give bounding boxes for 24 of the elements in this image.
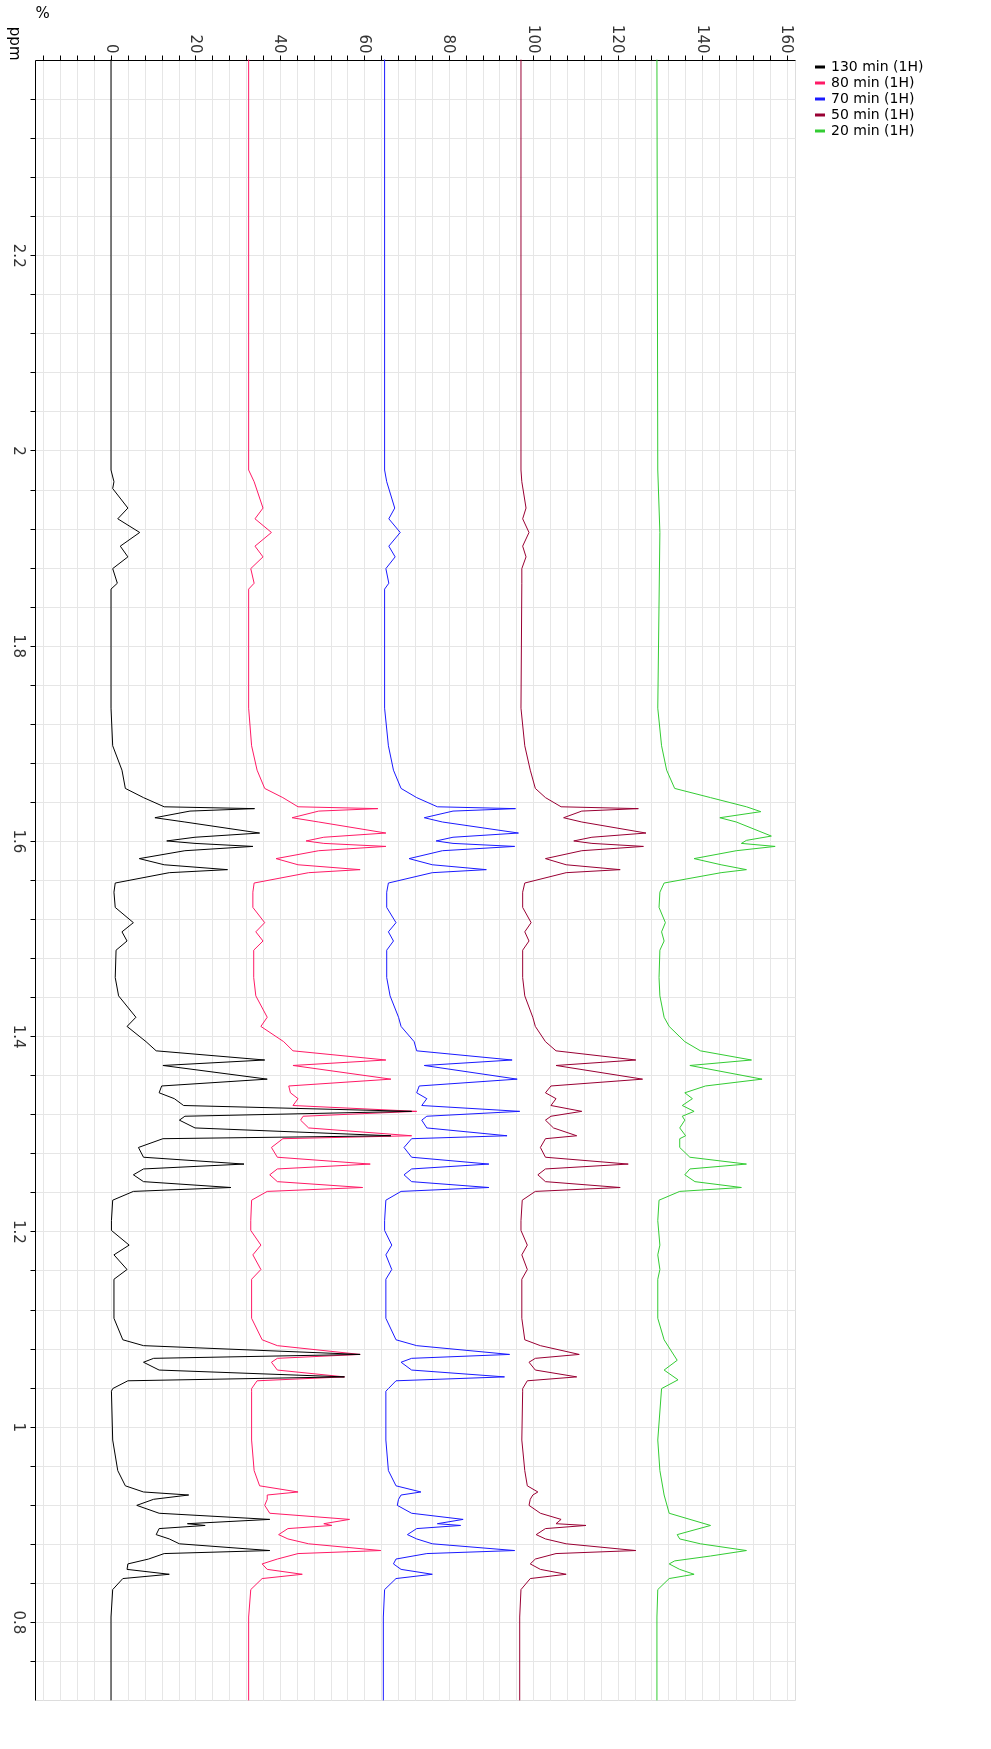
y-tick-label: 2 [9, 446, 28, 456]
x-tick-label: 60 [355, 34, 374, 54]
y-tick-label: 0.8 [9, 1610, 28, 1635]
legend-label: 80 min (1H) [831, 74, 915, 90]
y-tick-label: 1 [9, 1422, 28, 1432]
x-tick-label: 140 [693, 24, 712, 54]
legend-label: 50 min (1H) [831, 106, 915, 122]
legend-label: 130 min (1H) [831, 58, 924, 74]
y-tick-label: 1.6 [9, 829, 28, 854]
y-tick-label: 1.2 [9, 1220, 28, 1244]
x-tick-label: 40 [271, 34, 290, 54]
y-tick-label: 1.8 [9, 634, 28, 659]
legend-label: 70 min (1H) [831, 90, 915, 106]
x-axis-title: % [35, 3, 50, 22]
x-tick-label: 120 [609, 24, 628, 54]
x-tick-label: 100 [524, 24, 543, 54]
x-tick-label: 160 [778, 24, 797, 54]
legend-label: 20 min (1H) [831, 122, 915, 138]
y-tick-label: 2.2 [9, 243, 28, 268]
x-tick-label: 80 [440, 34, 459, 54]
x-tick-label: 20 [186, 34, 205, 54]
x-tick-label: 0 [102, 43, 121, 54]
y-tick-label: 1.4 [9, 1024, 28, 1049]
y-axis-title: ppm [5, 26, 24, 61]
